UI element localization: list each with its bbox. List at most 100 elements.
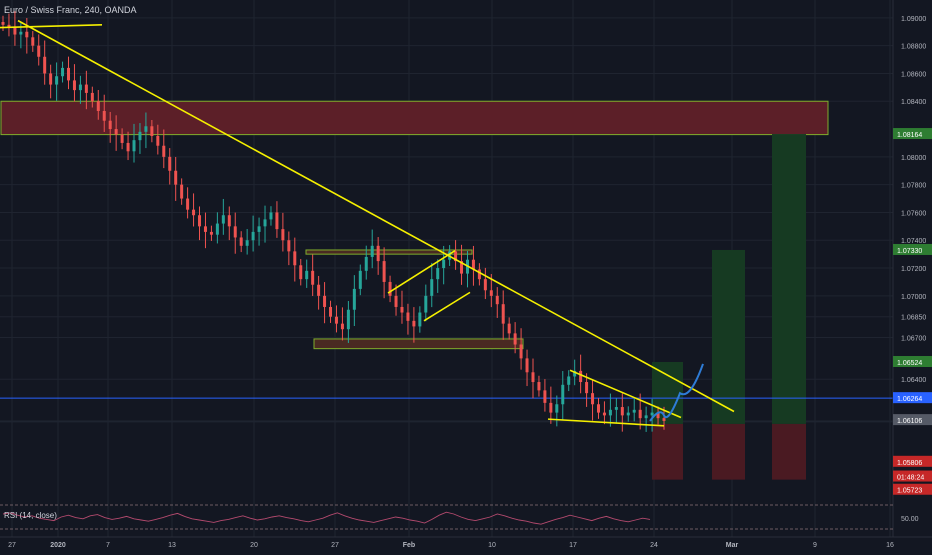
candle-body bbox=[174, 170, 178, 185]
main-downtrend-line bbox=[17, 19, 735, 413]
candle-body bbox=[156, 135, 160, 146]
candle-body bbox=[215, 223, 219, 235]
candle-body bbox=[418, 312, 422, 327]
candle-body bbox=[626, 412, 630, 416]
candle-body bbox=[13, 27, 17, 35]
candle-body bbox=[406, 312, 410, 321]
time-axis-label: 16 bbox=[886, 542, 894, 549]
candle-body bbox=[287, 240, 291, 252]
candle-body bbox=[454, 251, 458, 262]
price-axis-label: 1.07400 bbox=[901, 238, 926, 245]
candle-body bbox=[543, 390, 547, 403]
candle-body bbox=[227, 215, 231, 227]
candle-body bbox=[162, 145, 166, 157]
rsi-label: RSI (14, close) bbox=[4, 511, 57, 520]
candle-body bbox=[638, 409, 642, 419]
candle-body bbox=[400, 306, 404, 313]
price-axis-label: 1.08000 bbox=[901, 155, 926, 162]
price-axis-label: 1.08800 bbox=[901, 44, 926, 51]
candle-body bbox=[67, 67, 71, 81]
candle-body bbox=[114, 129, 118, 135]
price-badge-text: 01:48:24 bbox=[897, 475, 924, 482]
price-axis-label: 1.06850 bbox=[901, 315, 926, 322]
candle-body bbox=[436, 268, 440, 280]
time-axis-label: 7 bbox=[106, 542, 110, 549]
candle-body bbox=[55, 76, 59, 85]
candle-body bbox=[394, 295, 398, 307]
candle-body bbox=[340, 323, 344, 330]
candle-body bbox=[412, 320, 416, 327]
candle-body bbox=[275, 212, 279, 230]
wedge-lower-line bbox=[547, 418, 665, 427]
candle-body bbox=[334, 316, 338, 324]
candle-body bbox=[317, 284, 321, 296]
time-axis-label: 2020 bbox=[50, 542, 66, 549]
candle-body bbox=[620, 407, 624, 416]
candle-body bbox=[233, 226, 237, 238]
candle-body bbox=[567, 376, 571, 385]
candle-body bbox=[180, 184, 184, 199]
candle-body bbox=[364, 256, 368, 271]
candle-body bbox=[424, 295, 428, 313]
position-target-area bbox=[772, 134, 806, 424]
price-axis-label: 1.07800 bbox=[901, 183, 926, 190]
price-badge bbox=[893, 128, 932, 140]
candle-body bbox=[501, 304, 505, 324]
time-axis-label: 17 bbox=[569, 542, 577, 549]
rsi-level-label: 50.00 bbox=[901, 516, 919, 523]
candle-body bbox=[245, 240, 249, 246]
candle-body bbox=[251, 231, 255, 241]
candle-body bbox=[608, 409, 612, 416]
price-axis-label: 1.07600 bbox=[901, 210, 926, 217]
candle-body bbox=[376, 245, 380, 262]
resistance-zone bbox=[0, 100, 829, 136]
price-badge bbox=[893, 356, 932, 368]
candle-body bbox=[102, 110, 106, 121]
candle-body bbox=[442, 259, 446, 269]
candle-body bbox=[90, 92, 94, 102]
candle-body bbox=[596, 404, 600, 413]
candle-body bbox=[305, 270, 309, 280]
price-badge bbox=[893, 455, 932, 467]
candle-body bbox=[537, 382, 541, 391]
candle-body bbox=[573, 370, 577, 377]
price-badge-text: 1.06106 bbox=[897, 418, 922, 425]
price-badge-text: 1.05806 bbox=[897, 460, 922, 467]
candle-body bbox=[221, 215, 225, 224]
candle-body bbox=[281, 229, 285, 241]
price-axis-label: 1.07000 bbox=[901, 294, 926, 301]
candle-body bbox=[358, 270, 362, 289]
candle-body bbox=[269, 212, 273, 220]
candle-body bbox=[632, 409, 636, 413]
candle-body bbox=[209, 231, 213, 235]
candle-body bbox=[329, 306, 333, 317]
price-badge-text: 1.05723 bbox=[897, 488, 922, 495]
candle-body bbox=[644, 415, 648, 419]
time-axis-label: 24 bbox=[650, 542, 658, 549]
candle-body bbox=[591, 393, 595, 405]
candle-body bbox=[430, 279, 434, 296]
candle-body bbox=[370, 245, 374, 257]
candle-body bbox=[614, 407, 618, 410]
position-stop-area bbox=[772, 423, 806, 480]
candle-body bbox=[495, 295, 499, 305]
price-badge bbox=[893, 470, 932, 482]
time-axis-label: 27 bbox=[331, 542, 339, 549]
candle-body bbox=[531, 372, 535, 383]
candle-body bbox=[96, 101, 100, 111]
candle-body bbox=[471, 259, 475, 270]
candle-body bbox=[37, 45, 41, 57]
candle-body bbox=[525, 358, 529, 373]
candle-body bbox=[311, 270, 315, 285]
candle-body bbox=[561, 384, 565, 405]
candle-body bbox=[299, 265, 303, 280]
candle-body bbox=[585, 382, 589, 394]
rsi-line bbox=[2, 511, 651, 525]
candle-body bbox=[263, 219, 267, 227]
candle-body bbox=[203, 226, 207, 232]
candle-body bbox=[656, 412, 660, 419]
candle-body bbox=[489, 290, 493, 296]
candle-body bbox=[126, 142, 130, 152]
candle-body bbox=[388, 281, 392, 296]
candle-body bbox=[78, 84, 82, 91]
